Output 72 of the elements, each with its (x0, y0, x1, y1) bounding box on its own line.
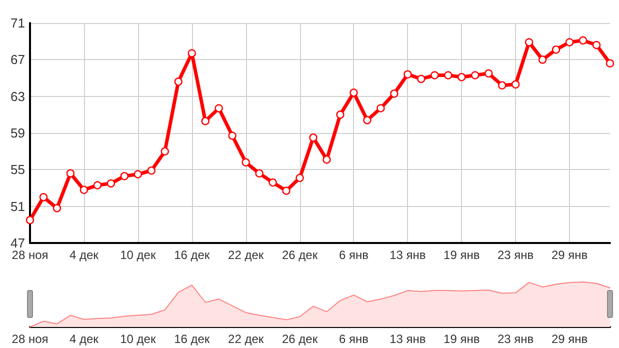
point (417, 74, 426, 84)
point (524, 38, 534, 46)
point (120, 172, 129, 180)
point (565, 38, 574, 46)
y-tick-label: 71 (10, 16, 25, 30)
point (538, 56, 547, 64)
y-tick-label: 51 (10, 198, 25, 214)
point (26, 216, 34, 224)
point (511, 80, 520, 89)
point (39, 193, 48, 202)
point (106, 179, 116, 188)
point (471, 71, 480, 80)
point (93, 181, 102, 190)
x-tick-label: 23 янв (497, 332, 534, 346)
x-tick-label: 6 янв (338, 248, 368, 262)
x-tick-label: 16 дек (174, 248, 210, 262)
x-tick-label: 16 дек (174, 332, 210, 346)
point (430, 71, 439, 80)
point (444, 71, 452, 80)
point (363, 116, 372, 124)
x-tick-label: 26 дек (282, 248, 318, 262)
x-tick-label: 19 янв (444, 248, 480, 262)
x-tick-label: 23 янв (497, 248, 534, 262)
point (458, 72, 466, 82)
x-tick-label: 4 дек (69, 332, 100, 346)
x-tick-label: 22 дек (228, 248, 264, 262)
point (255, 169, 264, 178)
point (592, 40, 601, 50)
point (606, 59, 614, 68)
point (552, 45, 560, 54)
point (188, 49, 196, 58)
point (52, 204, 62, 212)
point (498, 81, 506, 90)
x-tick-label: 22 дек (228, 332, 264, 346)
x-tick-label: 26 дек (282, 332, 318, 346)
point (484, 69, 493, 78)
point (390, 89, 398, 98)
y-tick-label: 67 (10, 52, 25, 68)
point (376, 104, 385, 112)
point (228, 132, 236, 140)
point (578, 36, 588, 45)
x-tick-label: 29 янв (551, 332, 588, 346)
point (268, 178, 277, 187)
x-tick-label: 13 янв (390, 248, 426, 262)
x-tick-label: 6 янв (338, 332, 368, 346)
point (174, 78, 182, 86)
point (80, 186, 88, 194)
point (336, 110, 344, 119)
point (309, 133, 318, 142)
x-tick-label: 13 янв (390, 332, 426, 346)
y-tick-label: 63 (10, 88, 25, 104)
point (242, 158, 250, 166)
x-tick-label: 28 ноя (12, 248, 48, 262)
point (147, 166, 156, 175)
point (296, 174, 304, 182)
x-tick-label: 4 дек (69, 248, 100, 262)
x-tick-label: 29 янв (551, 248, 588, 262)
point (404, 70, 412, 78)
point (214, 104, 223, 112)
y-tick-label: 55 (10, 162, 25, 178)
point (282, 186, 290, 195)
x-tick-label: 10 дек (120, 332, 156, 346)
x-tick-label: 28 ноя (12, 332, 48, 346)
y-tick-label: 59 (10, 126, 25, 140)
point (66, 169, 75, 178)
point (160, 147, 169, 156)
y-tick-label: 47 (10, 236, 25, 250)
point (350, 88, 358, 97)
x-tick-label: 10 дек (120, 248, 156, 262)
point (201, 116, 210, 126)
x-tick-label: 19 янв (444, 332, 480, 346)
point (134, 170, 142, 178)
